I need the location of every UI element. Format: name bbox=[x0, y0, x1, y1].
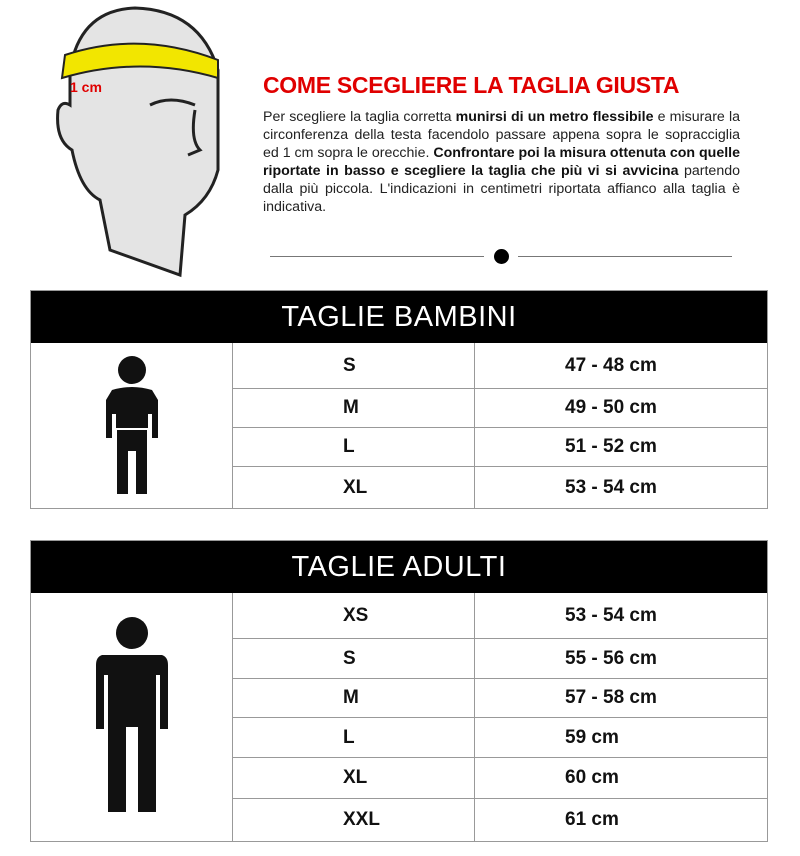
cm-cell: 57 - 58 cm bbox=[565, 687, 657, 708]
adult-icon bbox=[31, 593, 233, 841]
table-row: S 47 - 48 cm bbox=[233, 343, 767, 389]
child-icon bbox=[31, 343, 233, 508]
cm-cell: 53 - 54 cm bbox=[565, 476, 657, 498]
size-cell: XXL bbox=[233, 799, 475, 841]
divider-dot bbox=[494, 249, 509, 264]
tape-label: 1 cm bbox=[70, 79, 102, 95]
guide-title: COME SCEGLIERE LA TAGLIA GIUSTA bbox=[263, 72, 680, 98]
table-row: XXL 61 cm bbox=[233, 799, 767, 841]
cm-cell: 51 - 52 cm bbox=[565, 436, 657, 457]
size-cell: S bbox=[233, 343, 475, 388]
size-cell: XS bbox=[233, 593, 475, 638]
adults-table-title: TAGLIE ADULTI bbox=[31, 541, 767, 593]
cm-cell: 53 - 54 cm bbox=[565, 604, 657, 626]
size-cell: XL bbox=[233, 758, 475, 798]
cm-cell: 55 - 56 cm bbox=[565, 647, 657, 669]
table-row: L 59 cm bbox=[233, 718, 767, 758]
kids-size-table: TAGLIE BAMBINI S 47 - 48 cm M 49 - 50 cm L… bbox=[30, 290, 768, 509]
table-row: M 57 - 58 cm bbox=[233, 679, 767, 718]
adults-size-table: TAGLIE ADULTI XS 53 - 54 cm S 55 - 56 cm M… bbox=[30, 540, 768, 842]
table-row: XL 53 - 54 cm bbox=[233, 467, 767, 508]
table-row: XS 53 - 54 cm bbox=[233, 593, 767, 639]
head-measurement-illustration: 1 cm bbox=[56, 6, 220, 278]
cm-cell: 49 - 50 cm bbox=[565, 397, 657, 418]
table-row: M 49 - 50 cm bbox=[233, 389, 767, 428]
divider bbox=[270, 249, 732, 264]
guide-description: Per scegliere la taglia corretta munirsi… bbox=[263, 108, 740, 216]
desc-bold: munirsi di un metro flessibile bbox=[455, 109, 654, 125]
table-row: S 55 - 56 cm bbox=[233, 639, 767, 679]
size-cell: L bbox=[233, 718, 475, 757]
size-cell: M bbox=[233, 389, 475, 427]
desc-text: Per scegliere la taglia corretta bbox=[263, 109, 456, 125]
table-row: XL 60 cm bbox=[233, 758, 767, 799]
desc-bold: Confrontare poi la misura ottenuta con q… bbox=[263, 145, 740, 179]
cm-cell: 59 cm bbox=[565, 726, 619, 748]
cm-cell: 47 - 48 cm bbox=[565, 354, 657, 376]
desc-text: partendo dalla più piccola. L'indicazion… bbox=[263, 163, 740, 215]
size-cell: L bbox=[233, 428, 475, 466]
cm-cell: 61 cm bbox=[565, 809, 619, 830]
kids-table-title: TAGLIE BAMBINI bbox=[31, 291, 767, 343]
size-cell: XL bbox=[233, 467, 475, 508]
desc-text: e misurare la circonferenza della testa … bbox=[263, 109, 740, 161]
size-cell: M bbox=[233, 679, 475, 717]
size-cell: S bbox=[233, 639, 475, 678]
table-row: L 51 - 52 cm bbox=[233, 428, 767, 467]
cm-cell: 60 cm bbox=[565, 767, 619, 788]
